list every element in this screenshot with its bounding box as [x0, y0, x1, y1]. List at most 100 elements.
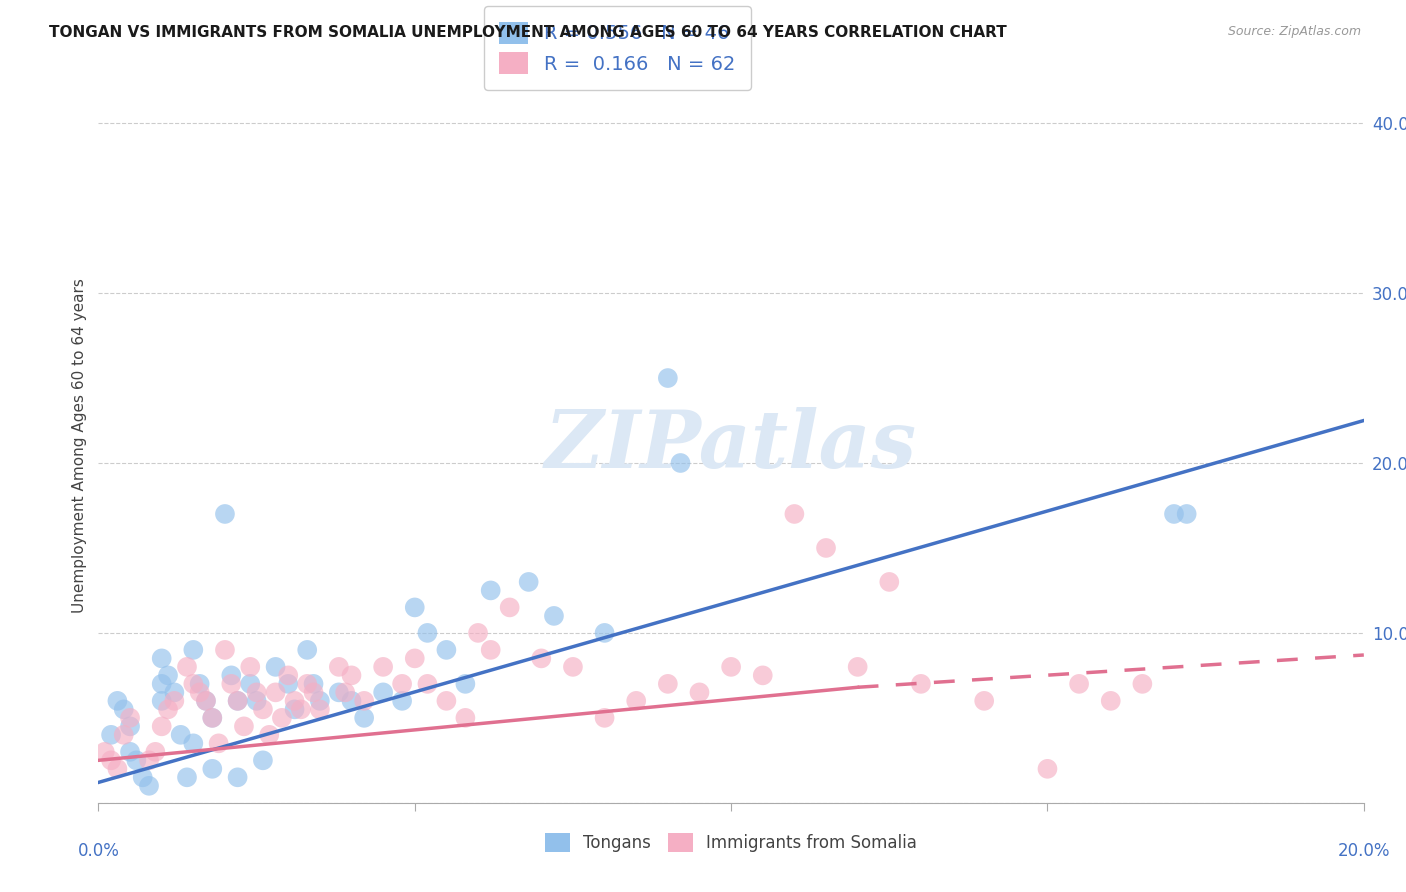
Point — [530, 651, 553, 665]
Text: 0.0%: 0.0% — [77, 842, 120, 860]
Point — [353, 694, 375, 708]
Point — [270, 711, 294, 725]
Point — [188, 685, 211, 699]
Point — [183, 677, 205, 691]
Point — [1130, 677, 1153, 691]
Point — [454, 711, 477, 725]
Point — [107, 694, 129, 708]
Point — [233, 719, 256, 733]
Point — [120, 711, 141, 725]
Point — [150, 651, 173, 665]
Point — [284, 702, 307, 716]
Point — [657, 677, 679, 691]
Point — [138, 779, 160, 793]
Point — [93, 745, 117, 759]
Point — [467, 626, 489, 640]
Point — [593, 626, 616, 640]
Y-axis label: Unemployment Among Ages 60 to 64 years: Unemployment Among Ages 60 to 64 years — [72, 278, 87, 614]
Point — [201, 711, 224, 725]
Point — [226, 770, 249, 784]
Point — [517, 574, 540, 589]
Point — [290, 702, 312, 716]
Point — [145, 745, 166, 759]
Point — [183, 643, 205, 657]
Point — [246, 685, 269, 699]
Point — [720, 660, 742, 674]
Point — [751, 668, 773, 682]
Point — [194, 694, 218, 708]
Legend: Tongans, Immigrants from Somalia: Tongans, Immigrants from Somalia — [538, 826, 924, 859]
Point — [910, 677, 932, 691]
Point — [150, 719, 173, 733]
Point — [593, 711, 616, 725]
Point — [669, 456, 692, 470]
Point — [340, 668, 363, 682]
Point — [479, 643, 502, 657]
Point — [239, 677, 262, 691]
Point — [1067, 677, 1090, 691]
Point — [219, 677, 243, 691]
Point — [100, 728, 122, 742]
Point — [226, 694, 249, 708]
Point — [163, 685, 186, 699]
Point — [1163, 507, 1185, 521]
Point — [340, 694, 363, 708]
Point — [309, 694, 332, 708]
Point — [846, 660, 869, 674]
Point — [100, 753, 122, 767]
Point — [688, 685, 710, 699]
Point — [120, 719, 141, 733]
Point — [163, 694, 186, 708]
Text: TONGAN VS IMMIGRANTS FROM SOMALIA UNEMPLOYMENT AMONG AGES 60 TO 64 YEARS CORRELA: TONGAN VS IMMIGRANTS FROM SOMALIA UNEMPL… — [49, 25, 1007, 40]
Point — [328, 685, 350, 699]
Point — [302, 677, 325, 691]
Point — [973, 694, 995, 708]
Point — [252, 753, 274, 767]
Point — [112, 728, 135, 742]
Point — [132, 770, 155, 784]
Point — [335, 685, 357, 699]
Point — [371, 685, 394, 699]
Point — [297, 677, 319, 691]
Point — [302, 685, 325, 699]
Point — [783, 507, 806, 521]
Point — [157, 702, 180, 716]
Point — [1036, 762, 1059, 776]
Point — [436, 694, 458, 708]
Point — [112, 702, 135, 716]
Point — [543, 608, 565, 623]
Point — [125, 753, 148, 767]
Point — [416, 677, 439, 691]
Point — [201, 762, 224, 776]
Point — [107, 762, 129, 776]
Point — [1175, 507, 1198, 521]
Point — [353, 711, 375, 725]
Point — [219, 668, 243, 682]
Point — [284, 694, 307, 708]
Point — [328, 660, 350, 674]
Point — [201, 711, 224, 725]
Point — [264, 660, 287, 674]
Point — [120, 745, 141, 759]
Point — [259, 728, 281, 742]
Point — [877, 574, 900, 589]
Point — [277, 677, 299, 691]
Point — [1099, 694, 1122, 708]
Point — [416, 626, 439, 640]
Text: ZIPatlas: ZIPatlas — [546, 408, 917, 484]
Point — [169, 728, 191, 742]
Point — [454, 677, 477, 691]
Point — [157, 668, 180, 682]
Point — [309, 702, 332, 716]
Point — [498, 600, 520, 615]
Point — [404, 600, 426, 615]
Point — [176, 770, 198, 784]
Point — [214, 507, 236, 521]
Point — [208, 736, 231, 750]
Point — [561, 660, 585, 674]
Point — [264, 685, 287, 699]
Point — [194, 694, 218, 708]
Point — [391, 694, 413, 708]
Point — [246, 694, 269, 708]
Point — [138, 753, 160, 767]
